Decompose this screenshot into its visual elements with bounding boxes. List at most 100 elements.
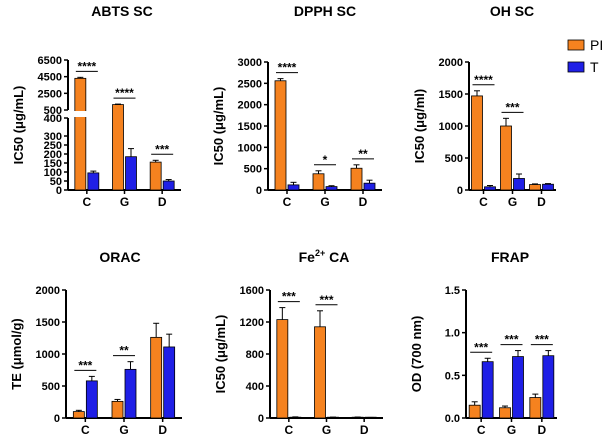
bar <box>276 319 289 419</box>
panel-title: Fe2+ CA <box>299 248 350 265</box>
panel-title: ABTS SC <box>91 3 152 19</box>
bar <box>314 326 326 419</box>
bar <box>542 355 555 419</box>
y-tick-label: 1000 <box>238 142 262 154</box>
bar <box>111 400 124 419</box>
y-tick-label: 1500 <box>36 317 60 329</box>
bar <box>350 167 363 191</box>
significance-label: **** <box>77 59 96 73</box>
x-tick-label: G <box>508 195 517 209</box>
y-tick-label: 300 <box>44 131 62 143</box>
y-tick-label: 50 <box>50 176 62 188</box>
y-tick-label: 1500 <box>439 89 463 101</box>
significance-label: *** <box>282 290 296 304</box>
y-tick-label: 500 <box>42 381 60 393</box>
y-tick-label: 1000 <box>439 121 463 133</box>
y-tick-label: 3000 <box>238 57 262 69</box>
panel-title: ORAC <box>99 249 140 265</box>
y-tick-label: 0.5 <box>445 370 460 382</box>
y-tick-label: 250 <box>44 140 62 152</box>
x-tick-label: C <box>479 195 488 209</box>
bar <box>149 161 162 191</box>
y-tick-label: 0 <box>256 185 262 197</box>
bar <box>312 173 325 191</box>
bar <box>529 397 542 419</box>
y-tick-label: 1600 <box>240 285 264 297</box>
x-tick-label: G <box>322 423 331 437</box>
y-tick-label: 800 <box>246 349 264 361</box>
y-tick-label: 2500 <box>38 88 62 100</box>
y-tick-label: 400 <box>44 113 62 125</box>
x-tick-label: G <box>507 423 516 437</box>
bar <box>481 361 494 419</box>
y-tick-label: 6500 <box>38 55 62 67</box>
bar <box>468 404 481 419</box>
significance-label: **** <box>115 86 134 100</box>
x-tick-label: D <box>158 423 167 437</box>
panel-3: OH SC IC50 (μg/ml) 0 500 1000 1500 2000 C **** G *… <box>412 3 556 209</box>
y-axis-label: IC50 (μg/mL) <box>11 86 26 165</box>
y-axis-label: IC50 (μg/mL) <box>211 87 226 166</box>
x-tick-label: D <box>537 423 546 437</box>
x-tick-label: C <box>283 195 292 209</box>
y-axis-label: TE (μmol/g) <box>9 318 24 390</box>
bar <box>325 186 338 191</box>
y-tick-label: 2000 <box>238 100 262 112</box>
x-tick-label: C <box>82 195 91 209</box>
y-tick-label: 500 <box>445 153 463 165</box>
legend: PI T <box>567 37 603 75</box>
y-tick-label: 0 <box>258 413 264 425</box>
y-axis-label: IC50 (μg/ml) <box>412 89 427 163</box>
x-tick-label: C <box>284 423 293 437</box>
y-axis-label: OD (700 nm) <box>409 316 424 393</box>
y-tick-label: 500 <box>244 164 262 176</box>
y-tick-label: 0.0 <box>445 413 460 425</box>
significance-label: ** <box>358 147 368 161</box>
x-tick-label: G <box>119 423 128 437</box>
bar <box>471 95 483 191</box>
bar <box>363 182 376 191</box>
y-tick-label: 1000 <box>36 349 60 361</box>
significance-label: **** <box>474 73 493 87</box>
y-tick-label: 4500 <box>38 72 62 84</box>
y-tick-label: 2000 <box>439 57 463 69</box>
y-tick-label: 0 <box>54 413 60 425</box>
bar <box>287 184 300 191</box>
panel-5: Fe2+ CA IC50 (μg/mL) 0 400 800 1200 1600 C *** G *… <box>213 248 383 437</box>
significance-label: *** <box>474 340 488 354</box>
y-tick-label: 1.5 <box>445 285 460 297</box>
x-tick-label: D <box>360 423 369 437</box>
y-tick-label: 1.0 <box>445 328 460 340</box>
significance-label: *** <box>505 100 519 114</box>
x-tick-label: G <box>120 195 129 209</box>
x-tick-label: C <box>477 423 486 437</box>
x-tick-label: D <box>359 195 368 209</box>
panel-4: ORAC TE (μmol/g) 0 500 1000 1500 2000 C *** G ** D <box>9 249 182 437</box>
panel-2: DPPH SC IC50 (μg/mL) 0 500 1000 1500 2000 2500 3… <box>211 3 382 209</box>
significance-label: *** <box>535 333 549 347</box>
bar <box>124 368 137 419</box>
significance-label: *** <box>319 293 333 307</box>
bar <box>72 411 85 419</box>
significance-label: **** <box>278 61 297 75</box>
significance-label: * <box>323 153 328 167</box>
bar <box>162 180 175 191</box>
y-tick-label: 0 <box>56 185 62 197</box>
y-tick-label: 100 <box>44 167 62 179</box>
x-tick-label: C <box>81 423 90 437</box>
bar <box>512 356 524 419</box>
bar <box>274 80 287 191</box>
y-tick-label: 1500 <box>238 121 262 133</box>
bar <box>85 380 98 419</box>
panel-6: FRAP OD (700 nm) 0.0 0.5 1.0 1.5 C *** G *** D *** <box>409 249 557 437</box>
y-tick-label: 1200 <box>240 317 264 329</box>
bar <box>499 407 511 419</box>
panel-title: DPPH SC <box>294 3 356 19</box>
bar <box>529 184 541 191</box>
bar <box>125 156 137 191</box>
bar <box>74 77 87 191</box>
bar <box>542 183 554 191</box>
bar <box>87 172 100 191</box>
